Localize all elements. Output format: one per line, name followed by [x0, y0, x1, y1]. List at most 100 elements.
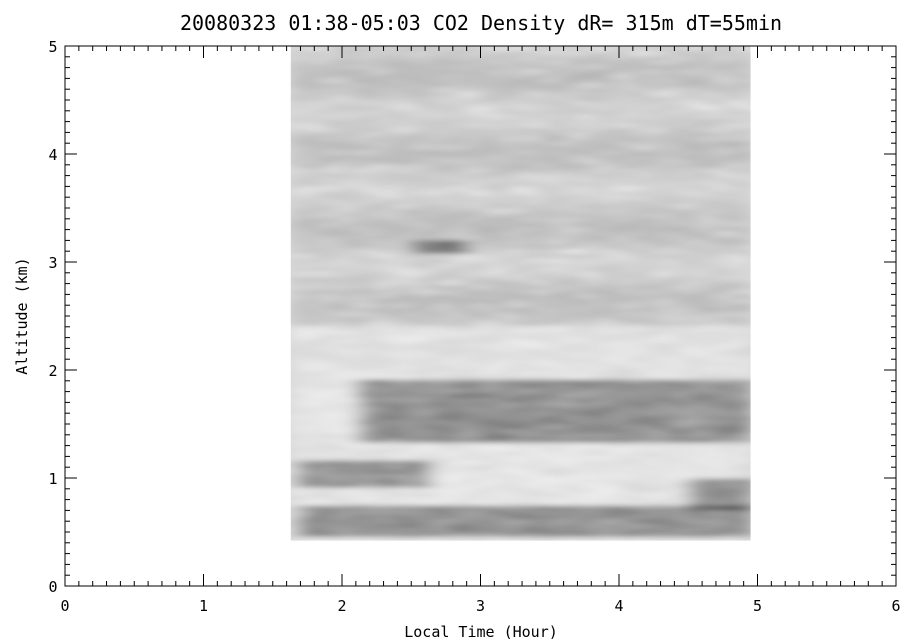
heatmap-cell [643, 347, 652, 353]
heatmap-cell [735, 333, 744, 340]
heatmap-cell [329, 324, 338, 331]
heatmap-cell [413, 419, 423, 425]
heatmap-cell [612, 171, 622, 178]
heatmap-cell [620, 455, 629, 461]
heatmap-cell [696, 396, 706, 403]
heatmap-cell [528, 365, 537, 371]
heatmap-cell [474, 293, 484, 299]
heatmap-cell [482, 239, 492, 245]
heatmap-cell [451, 347, 461, 353]
heatmap-cell [620, 396, 629, 403]
heatmap-cell [490, 207, 499, 214]
heatmap-cell [336, 261, 346, 268]
heatmap-cell [528, 446, 537, 452]
heatmap-cell [428, 167, 438, 173]
heatmap-cell [474, 450, 484, 457]
heatmap-cell [359, 387, 369, 394]
heatmap-cell [490, 468, 499, 475]
heatmap-cell [581, 171, 591, 178]
heatmap-cell [505, 221, 515, 227]
heatmap-cell [704, 203, 714, 209]
heatmap-cell [321, 234, 331, 241]
heatmap-cell [290, 468, 300, 475]
heatmap-cell [482, 212, 492, 218]
heatmap-cell [589, 171, 599, 178]
heatmap-cell [298, 189, 308, 196]
heatmap-cell [306, 432, 315, 439]
heatmap-cell [650, 230, 660, 236]
heatmap-cell [719, 522, 729, 529]
heatmap-cell [513, 221, 522, 227]
heatmap-cell [535, 459, 545, 466]
heatmap-cell [627, 374, 637, 380]
heatmap-cell [313, 306, 323, 313]
heatmap-cell [528, 221, 537, 227]
heatmap-cell [574, 527, 583, 533]
heatmap-cell [313, 293, 323, 299]
heatmap-cell [520, 176, 530, 182]
heatmap-cell [436, 536, 446, 541]
heatmap-cell [359, 414, 369, 421]
heatmap-cell [535, 374, 545, 380]
heatmap-cell [712, 293, 721, 299]
heatmap-cell [497, 338, 507, 344]
heatmap-cell [727, 509, 737, 515]
heatmap-cell [513, 315, 522, 322]
heatmap-cell [719, 230, 729, 236]
heatmap-cell [375, 243, 384, 250]
heatmap-cell [704, 185, 714, 191]
heatmap-cell [712, 486, 721, 493]
heatmap-cell [421, 189, 430, 196]
heatmap-cell [421, 365, 430, 371]
heatmap-cell [528, 509, 537, 515]
heatmap-cell [490, 185, 499, 191]
heatmap-cell [336, 243, 346, 250]
heatmap-cell [558, 351, 568, 358]
heatmap-cell [359, 167, 369, 173]
heatmap-cell [497, 428, 507, 434]
heatmap-cell [313, 203, 323, 209]
heatmap-cell [306, 239, 315, 245]
heatmap-cell [604, 365, 614, 371]
heatmap-cell [681, 369, 691, 376]
heatmap-cell [467, 410, 476, 416]
heatmap-cell [321, 248, 331, 254]
heatmap-cell [742, 527, 751, 533]
heatmap-cell [467, 212, 476, 218]
heatmap-cell [428, 509, 438, 515]
heatmap-cell [382, 297, 392, 304]
heatmap-cell [689, 252, 698, 259]
heatmap-cell [528, 216, 537, 223]
heatmap-cell [367, 338, 377, 344]
heatmap-cell [597, 234, 606, 241]
heatmap-cell [352, 194, 361, 200]
heatmap-cell [612, 324, 622, 331]
heatmap-cell [444, 171, 453, 178]
heatmap-cell [490, 477, 499, 484]
heatmap-cell [712, 234, 721, 241]
heatmap-cell [398, 252, 407, 259]
heatmap-cell [696, 212, 706, 218]
heatmap-cell [620, 419, 629, 425]
heatmap-cell [505, 536, 515, 541]
heatmap-cell [329, 171, 338, 178]
heatmap-cell [558, 329, 568, 335]
heatmap-cell [359, 270, 369, 277]
heatmap-cell [597, 288, 606, 295]
heatmap-cell [719, 320, 729, 326]
heatmap-cell [313, 360, 323, 367]
heatmap-cell [513, 338, 522, 344]
heatmap-cell [566, 392, 576, 398]
heatmap-cell [742, 504, 751, 511]
heatmap-cell [528, 428, 537, 434]
heatmap-cell [482, 338, 492, 344]
heatmap-cell [712, 284, 721, 290]
heatmap-cell [375, 423, 384, 430]
heatmap-cell [382, 446, 392, 452]
heatmap-cell [643, 459, 652, 466]
heatmap-cell [306, 167, 315, 173]
heatmap-cell [620, 365, 629, 371]
heatmap-cell [352, 306, 361, 313]
heatmap-cell [543, 333, 553, 340]
heatmap-cell [543, 257, 553, 263]
